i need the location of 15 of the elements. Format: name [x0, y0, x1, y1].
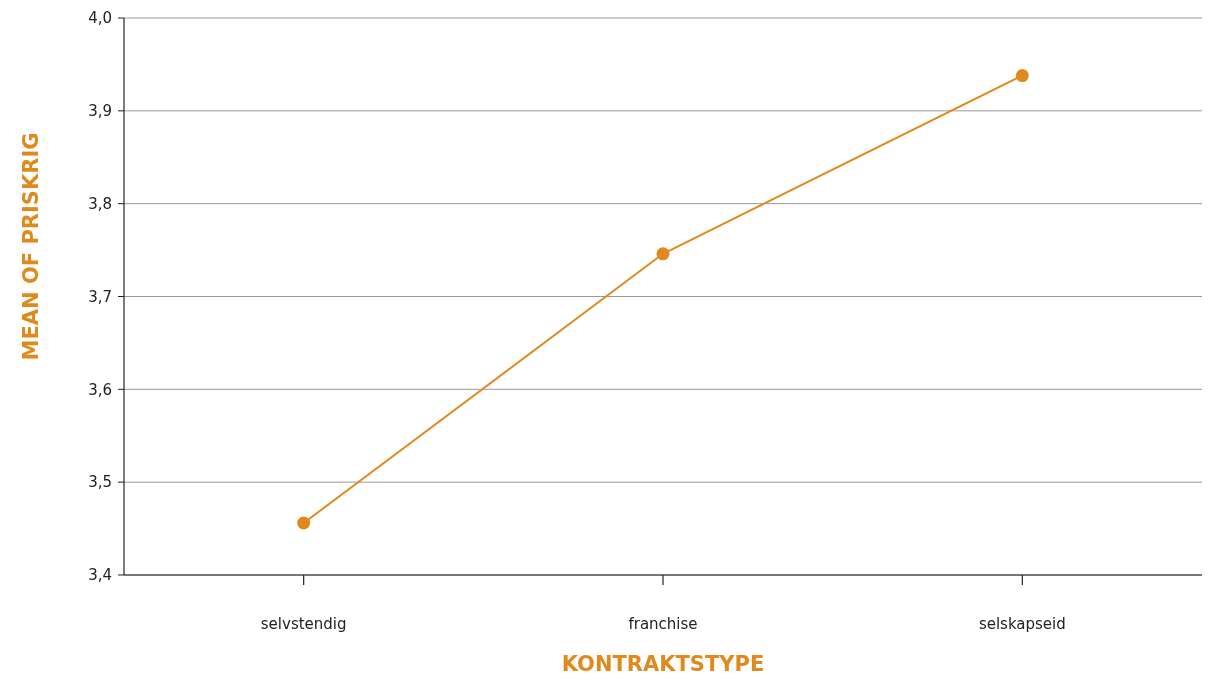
x-axis-title: KONTRAKTSTYPE [561, 652, 765, 676]
x-tick-label: franchise [628, 615, 698, 633]
point [1015, 69, 1029, 83]
y-tick-label: 3,5 [88, 473, 112, 492]
y-tick-label: 3,6 [88, 380, 112, 399]
y-tick-label: 3,8 [88, 194, 112, 213]
point [297, 516, 311, 530]
y-tick-label: 3,7 [88, 287, 112, 306]
y-axis-title: MEAN OF PRISKRIG [19, 132, 43, 361]
x-tick-label: selvstendig [260, 615, 347, 633]
point [656, 247, 670, 261]
y-tick-label: 4,0 [88, 9, 112, 28]
y-tick-label: 3,4 [88, 566, 112, 585]
x-tick-label: selskapseid [978, 615, 1066, 633]
y-tick-label: 3,9 [88, 102, 112, 121]
